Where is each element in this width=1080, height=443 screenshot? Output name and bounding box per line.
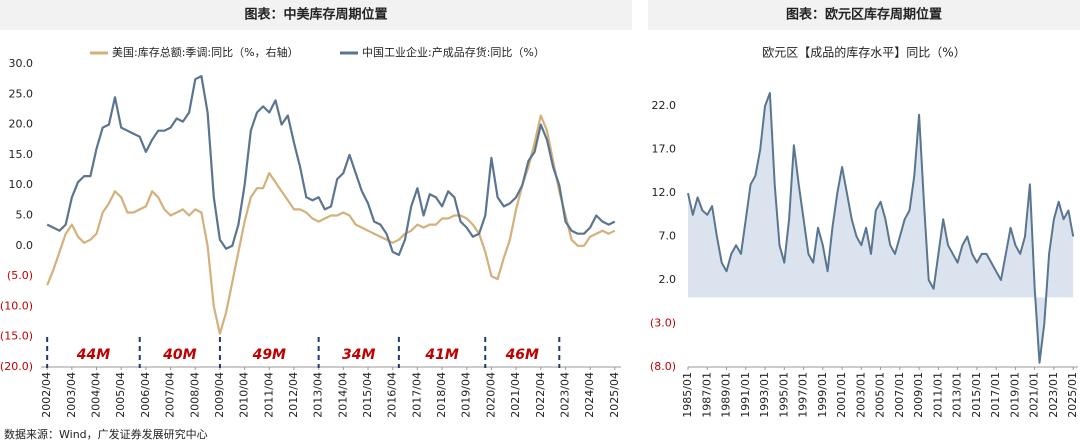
x-tick-label: 2007/01: [893, 372, 906, 418]
x-tick-label: 2006/04: [139, 372, 152, 418]
x-tick-label: 2018/04: [435, 372, 448, 418]
cycle-label: 41M: [424, 347, 458, 363]
x-tick-label: 1997/01: [797, 372, 810, 418]
x-tick-label: 2013/01: [951, 372, 964, 418]
x-tick-label: 2015/01: [970, 372, 983, 418]
y-tick-label: 20.0: [9, 118, 34, 131]
x-tick-label: 2013/04: [312, 372, 325, 418]
chart-title: 图表：欧元区库存周期位置: [786, 7, 942, 23]
x-tick-label: 2017/04: [410, 372, 423, 418]
header-bar: [648, 0, 1080, 30]
x-tick-label: 2020/04: [484, 372, 497, 418]
y-tick-label: 30.0: [9, 57, 34, 70]
y-tick-label: 25.0: [9, 87, 34, 100]
x-tick-label: 2021/04: [509, 372, 522, 418]
x-tick-label: 2024/04: [583, 372, 596, 418]
y-tick-label: 15.0: [9, 148, 34, 161]
y-tick-label: 12.0: [652, 186, 677, 199]
x-tick-label: 2025/01: [1066, 372, 1079, 418]
cycle-label: 46M: [505, 347, 539, 363]
series-line: [46, 114, 616, 335]
x-tick-label: 1995/01: [777, 372, 790, 418]
area-fill: [688, 93, 1074, 363]
source-note: 数据来源：Wind，广发证券发展研究中心: [4, 427, 208, 441]
series-line: [687, 92, 1075, 364]
cycle-label: 49M: [252, 347, 286, 363]
x-tick-label: 1987/01: [700, 372, 713, 418]
y-tick-label: 17.0: [652, 143, 677, 156]
series-line: [46, 75, 616, 256]
cycle-label: 40M: [162, 347, 196, 363]
chart-title: 图表：中美库存周期位置: [244, 7, 387, 23]
legend-label: 美国:库存总额:季调:同比（%，右轴）: [112, 45, 299, 59]
y-tick-label: 2.0: [659, 273, 677, 286]
x-tick-label: 2017/01: [989, 372, 1002, 418]
x-tick-label: 1989/01: [720, 372, 733, 418]
chart-subtitle: 欧元区【成品的库存水平】同比（%）: [762, 45, 965, 60]
y-tick-label: (10.0): [0, 299, 33, 312]
x-tick-label: 1985/01: [681, 372, 694, 418]
x-tick-label: 2005/04: [114, 372, 127, 418]
x-tick-label: 2016/04: [386, 372, 399, 418]
x-tick-label: 2025/04: [608, 372, 621, 418]
y-tick-label: (20.0): [0, 360, 33, 373]
x-tick-label: 2023/04: [558, 372, 571, 418]
x-tick-label: 1991/01: [739, 372, 752, 418]
x-tick-label: 1993/01: [758, 372, 771, 418]
x-tick-label: 1999/01: [816, 372, 829, 418]
x-tick-label: 2009/04: [213, 372, 226, 418]
x-tick-label: 2012/04: [287, 372, 300, 418]
x-tick-label: 2003/01: [854, 372, 867, 418]
x-tick-label: 2019/04: [460, 372, 473, 418]
y-tick-label: 0.0: [16, 239, 34, 252]
cycle-label: 34M: [342, 347, 375, 363]
x-tick-label: 2003/04: [65, 372, 78, 418]
x-tick-label: 2001/01: [835, 372, 848, 418]
y-tick-label: 7.0: [659, 230, 677, 243]
x-tick-label: 2011/01: [931, 372, 944, 418]
x-tick-label: 2023/01: [1047, 372, 1060, 418]
x-tick-label: 2011/04: [262, 372, 275, 418]
x-tick-label: 2014/04: [336, 372, 349, 418]
y-tick-label: 5.0: [16, 209, 34, 222]
x-tick-label: 2002/04: [40, 372, 53, 418]
y-tick-label: (5.0): [7, 269, 33, 282]
x-tick-label: 2005/01: [874, 372, 887, 418]
x-tick-label: 2007/04: [164, 372, 177, 418]
cycle-label: 44M: [76, 347, 110, 363]
x-tick-label: 2022/04: [534, 372, 547, 418]
y-tick-label: (15.0): [0, 330, 33, 343]
x-tick-label: 2004/04: [90, 372, 103, 418]
x-tick-label: 2010/04: [238, 372, 251, 418]
x-tick-label: 2015/04: [361, 372, 374, 418]
y-tick-label: (8.0): [650, 360, 676, 373]
y-tick-label: 22.0: [652, 99, 677, 112]
header-bar: [0, 0, 632, 30]
x-tick-label: 2021/01: [1028, 372, 1041, 418]
x-tick-label: 2019/01: [1008, 372, 1021, 418]
x-tick-label: 2008/04: [188, 372, 201, 418]
legend-label: 中国工业企业:产成品存货:同比（%）: [362, 45, 545, 59]
y-tick-label: (3.0): [650, 317, 676, 330]
x-tick-label: 2009/01: [912, 372, 925, 418]
y-tick-label: 10.0: [9, 178, 34, 191]
